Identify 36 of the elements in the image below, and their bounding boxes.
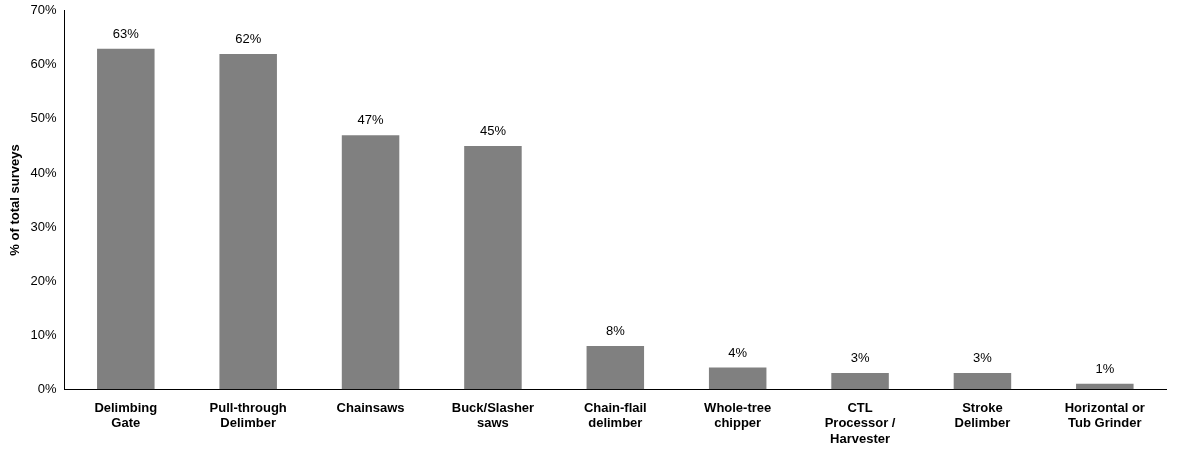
bar [831,372,889,390]
x-tick-label: Pull-through Delimber [209,399,287,431]
y-tick-label: 30% [30,218,58,234]
x-tick-label: Whole-tree chipper [704,399,772,431]
bar [1076,383,1134,390]
x-tick-label: Buck/Slasher saws [451,399,535,431]
bar [586,345,645,390]
y-tick-label: 70% [30,2,58,18]
bar [341,135,400,390]
bar [97,48,155,390]
x-tick-label: Chain-flail delimber [583,399,647,431]
data-label: 63% [112,25,140,41]
y-tick-label: 0% [37,380,58,396]
y-tick-label: 40% [30,164,58,180]
x-tick-label: Chainsaws [336,399,405,415]
bar [708,367,767,390]
bar [953,372,1012,390]
x-tick-label: CTL Processor / Harvester [824,399,896,446]
data-label: 45% [479,123,507,139]
y-tick-label: 20% [30,272,58,288]
data-label: 3% [973,350,993,366]
data-label: 1% [1095,360,1115,376]
bar [464,145,522,390]
data-label: 8% [605,323,626,339]
x-tick-label: Delimbing Gate [94,399,158,431]
x-tick-label: Stroke Delimber [954,399,1011,431]
data-label: 62% [235,31,262,47]
bar [219,54,277,390]
y-tick-label: 10% [30,326,58,342]
y-tick-label: 60% [30,56,58,72]
y-axis-title: % of total surveys [7,144,23,256]
x-tick-label: Horizontal or Tub Grinder [1064,399,1145,431]
data-label: 4% [728,344,748,360]
y-tick-label: 50% [30,110,58,126]
data-label: 47% [357,112,384,128]
data-label: 3% [850,350,870,366]
